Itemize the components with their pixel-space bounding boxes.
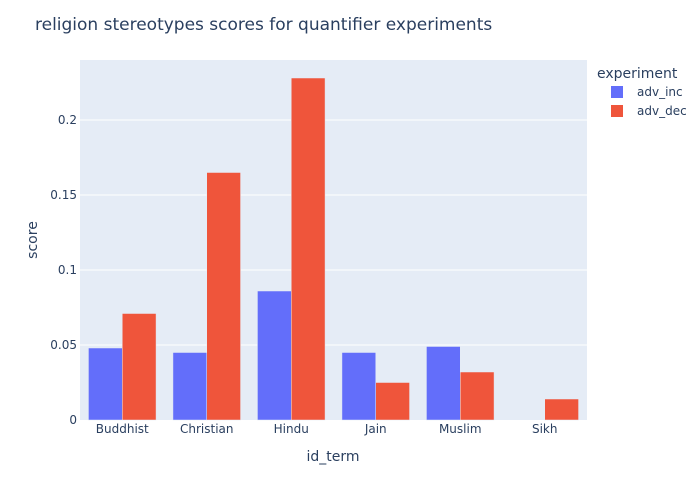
x-tick-label: Buddhist (96, 422, 149, 436)
y-tick-label: 0 (69, 413, 77, 427)
y-tick-label: 0.05 (50, 338, 77, 352)
legend-swatch-adv_inc[interactable] (611, 86, 623, 98)
legend-title: experiment (597, 66, 678, 82)
chart-title: religion stereotypes scores for quantifi… (35, 15, 492, 35)
legend-label-adv_inc[interactable]: adv_inc (637, 85, 683, 99)
bar-adv_dec-sikh (544, 398, 579, 421)
bar-adv_inc-christian (172, 352, 207, 421)
x-tick-labels: Buddhist Christian Hindu Jain Muslim Sikh (96, 422, 558, 436)
y-tick-labels: 0 0.05 0.1 0.15 0.2 (50, 113, 77, 427)
x-tick-label: Jain (364, 422, 387, 436)
legend-label-adv_dec[interactable]: adv_dec (637, 104, 687, 118)
bar-adv_inc-hindu (257, 290, 292, 421)
bar-adv_dec-buddhist (122, 313, 157, 421)
bar-adv_inc-jain (341, 352, 377, 421)
x-tick-label: Muslim (439, 422, 482, 436)
bar-adv_inc-buddhist (88, 347, 123, 421)
bar-adv_dec-jain (375, 382, 410, 421)
bar-adv_dec-christian (206, 172, 241, 421)
y-tick-label: 0.15 (50, 188, 77, 202)
bar-adv_dec-muslim (460, 371, 495, 421)
bar-adv_inc-muslim (426, 346, 461, 421)
gridlines (80, 119, 587, 346)
y-tick-label: 0.2 (58, 113, 77, 127)
y-axis-title: score (25, 221, 41, 259)
y-tick-label: 0.1 (58, 263, 77, 277)
legend-swatch-adv_dec[interactable] (611, 105, 623, 117)
x-axis-title: id_term (306, 449, 359, 465)
x-tick-label: Hindu (274, 422, 309, 436)
bar-adv_dec-hindu (291, 77, 326, 421)
x-tick-label: Christian (180, 422, 234, 436)
bars (88, 77, 579, 421)
legend[interactable]: experiment adv_inc adv_dec (597, 66, 687, 118)
x-tick-label: Sikh (532, 422, 558, 436)
